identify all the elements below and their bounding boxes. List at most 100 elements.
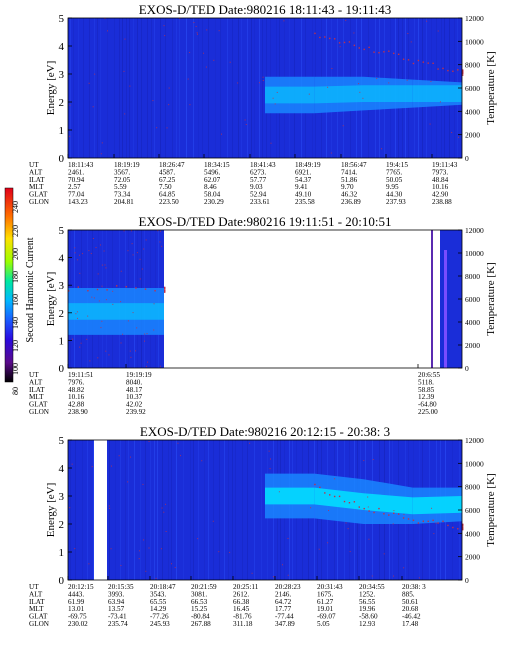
noise-dot [244,119,246,121]
y-tick-label: 5 [59,435,65,447]
noise-dot [145,365,147,367]
temperature-point [452,526,454,529]
y-tick-label: 4 [59,41,65,53]
noise-dot [220,133,222,135]
noise-dot [196,32,198,34]
temperature-point [388,514,390,516]
temperature-point [368,46,370,49]
y-tick-label: 2 [59,97,65,109]
ephemeris-cell: 15.25 [191,605,208,613]
ephemeris-cell: 2461. [68,168,84,176]
temperature-point [447,524,449,527]
stripe [125,440,126,580]
noise-dot [372,459,374,461]
noise-dot [269,468,271,470]
stripe [193,440,194,580]
noise-dot [72,338,74,340]
temperature-point [319,486,321,489]
stripe [220,18,221,158]
y2-tick-label: 10000 [465,459,484,468]
noise-dot [159,241,161,243]
noise-dot [177,442,179,444]
temperature-point [388,50,390,52]
temperature-point [106,289,108,291]
noise-dot [118,455,120,457]
energy-band-core [363,85,413,102]
noise-dot [407,32,409,34]
ephemeris-cell: 7.50 [159,183,172,191]
ephemeris-cell: 58.04 [204,191,221,199]
stripe [75,440,76,580]
noise-dot [148,440,150,442]
noise-dot [258,82,260,84]
stripe [107,18,108,158]
noise-dot [201,460,203,462]
noise-dot [283,20,285,22]
noise-dot [164,35,166,37]
noise-dot [212,520,214,522]
noise-dot [251,572,253,574]
temperature-point [87,290,89,292]
temperature-point [462,526,464,529]
noise-dot [457,136,459,138]
noise-dot [187,78,189,80]
ephemeris-row-label: MLT [29,393,44,401]
noise-dot [131,243,133,245]
stripe [133,18,134,158]
noise-dot [327,542,329,544]
stripe [162,440,163,580]
temperature-point [154,290,156,292]
noise-dot [100,327,102,329]
ephemeris-cell: 9.70 [341,183,354,191]
noise-dot [108,505,110,507]
stripe [183,440,184,580]
stripe [97,18,98,158]
temperature-point [338,495,341,498]
ephemeris-cell: 9.95 [386,183,399,191]
noise-dot [124,113,126,115]
temperature-point [135,287,137,289]
y2-tick-label: 8000 [465,61,480,70]
stripe [238,18,239,158]
noise-dot [330,152,332,154]
temperature-point [353,501,356,503]
panel-title: EXOS-D/TED Date:980216 18:11:43 - 19:11:… [139,2,392,17]
ephemeris-cell: 3567. [114,168,130,176]
ephemeris-cell: -46.42 [402,613,421,621]
temperature-point [462,528,464,530]
ephemeris-cell: 20:18:47 [150,583,176,591]
noise-dot [213,59,215,61]
ephemeris-cell: 204.81 [114,198,134,206]
ephemeris-cell: 19:11:51 [68,371,94,379]
stripe [193,18,194,158]
temperature-point [164,290,166,292]
ephemeris-cell: -73.41 [108,613,127,621]
temperature-point [378,507,380,510]
noise-dot [347,528,349,530]
temperature-point [368,510,370,512]
ephemeris-cell: 64.85 [159,191,176,199]
stripe [114,18,115,158]
stripe [87,440,88,580]
ephemeris-cell: 6273. [250,168,266,176]
temperature-point [437,68,439,70]
noise-dot [388,82,390,84]
ephemeris-cell: 17.77 [275,605,292,613]
ephemeris-cell: 19.96 [359,605,376,613]
noise-dot [92,106,94,108]
temperature-point [462,528,464,531]
noise-dot [262,76,264,78]
temperature-point [427,62,429,64]
noise-dot [99,244,101,246]
ephemeris-cell: 5.05 [317,620,330,628]
colorbar: 240 220 200 180 160 140 120 100 80 Secon… [4,187,36,395]
stripe [190,440,191,580]
ephemeris-cell: -80.84 [191,613,210,621]
temperature-point [324,36,326,38]
stripe [228,440,229,580]
noise-dot [269,458,271,460]
noise-dot [327,86,329,88]
noise-dot [97,357,99,359]
ephemeris-cell: 66.38 [233,598,250,606]
noise-dot [75,313,77,315]
